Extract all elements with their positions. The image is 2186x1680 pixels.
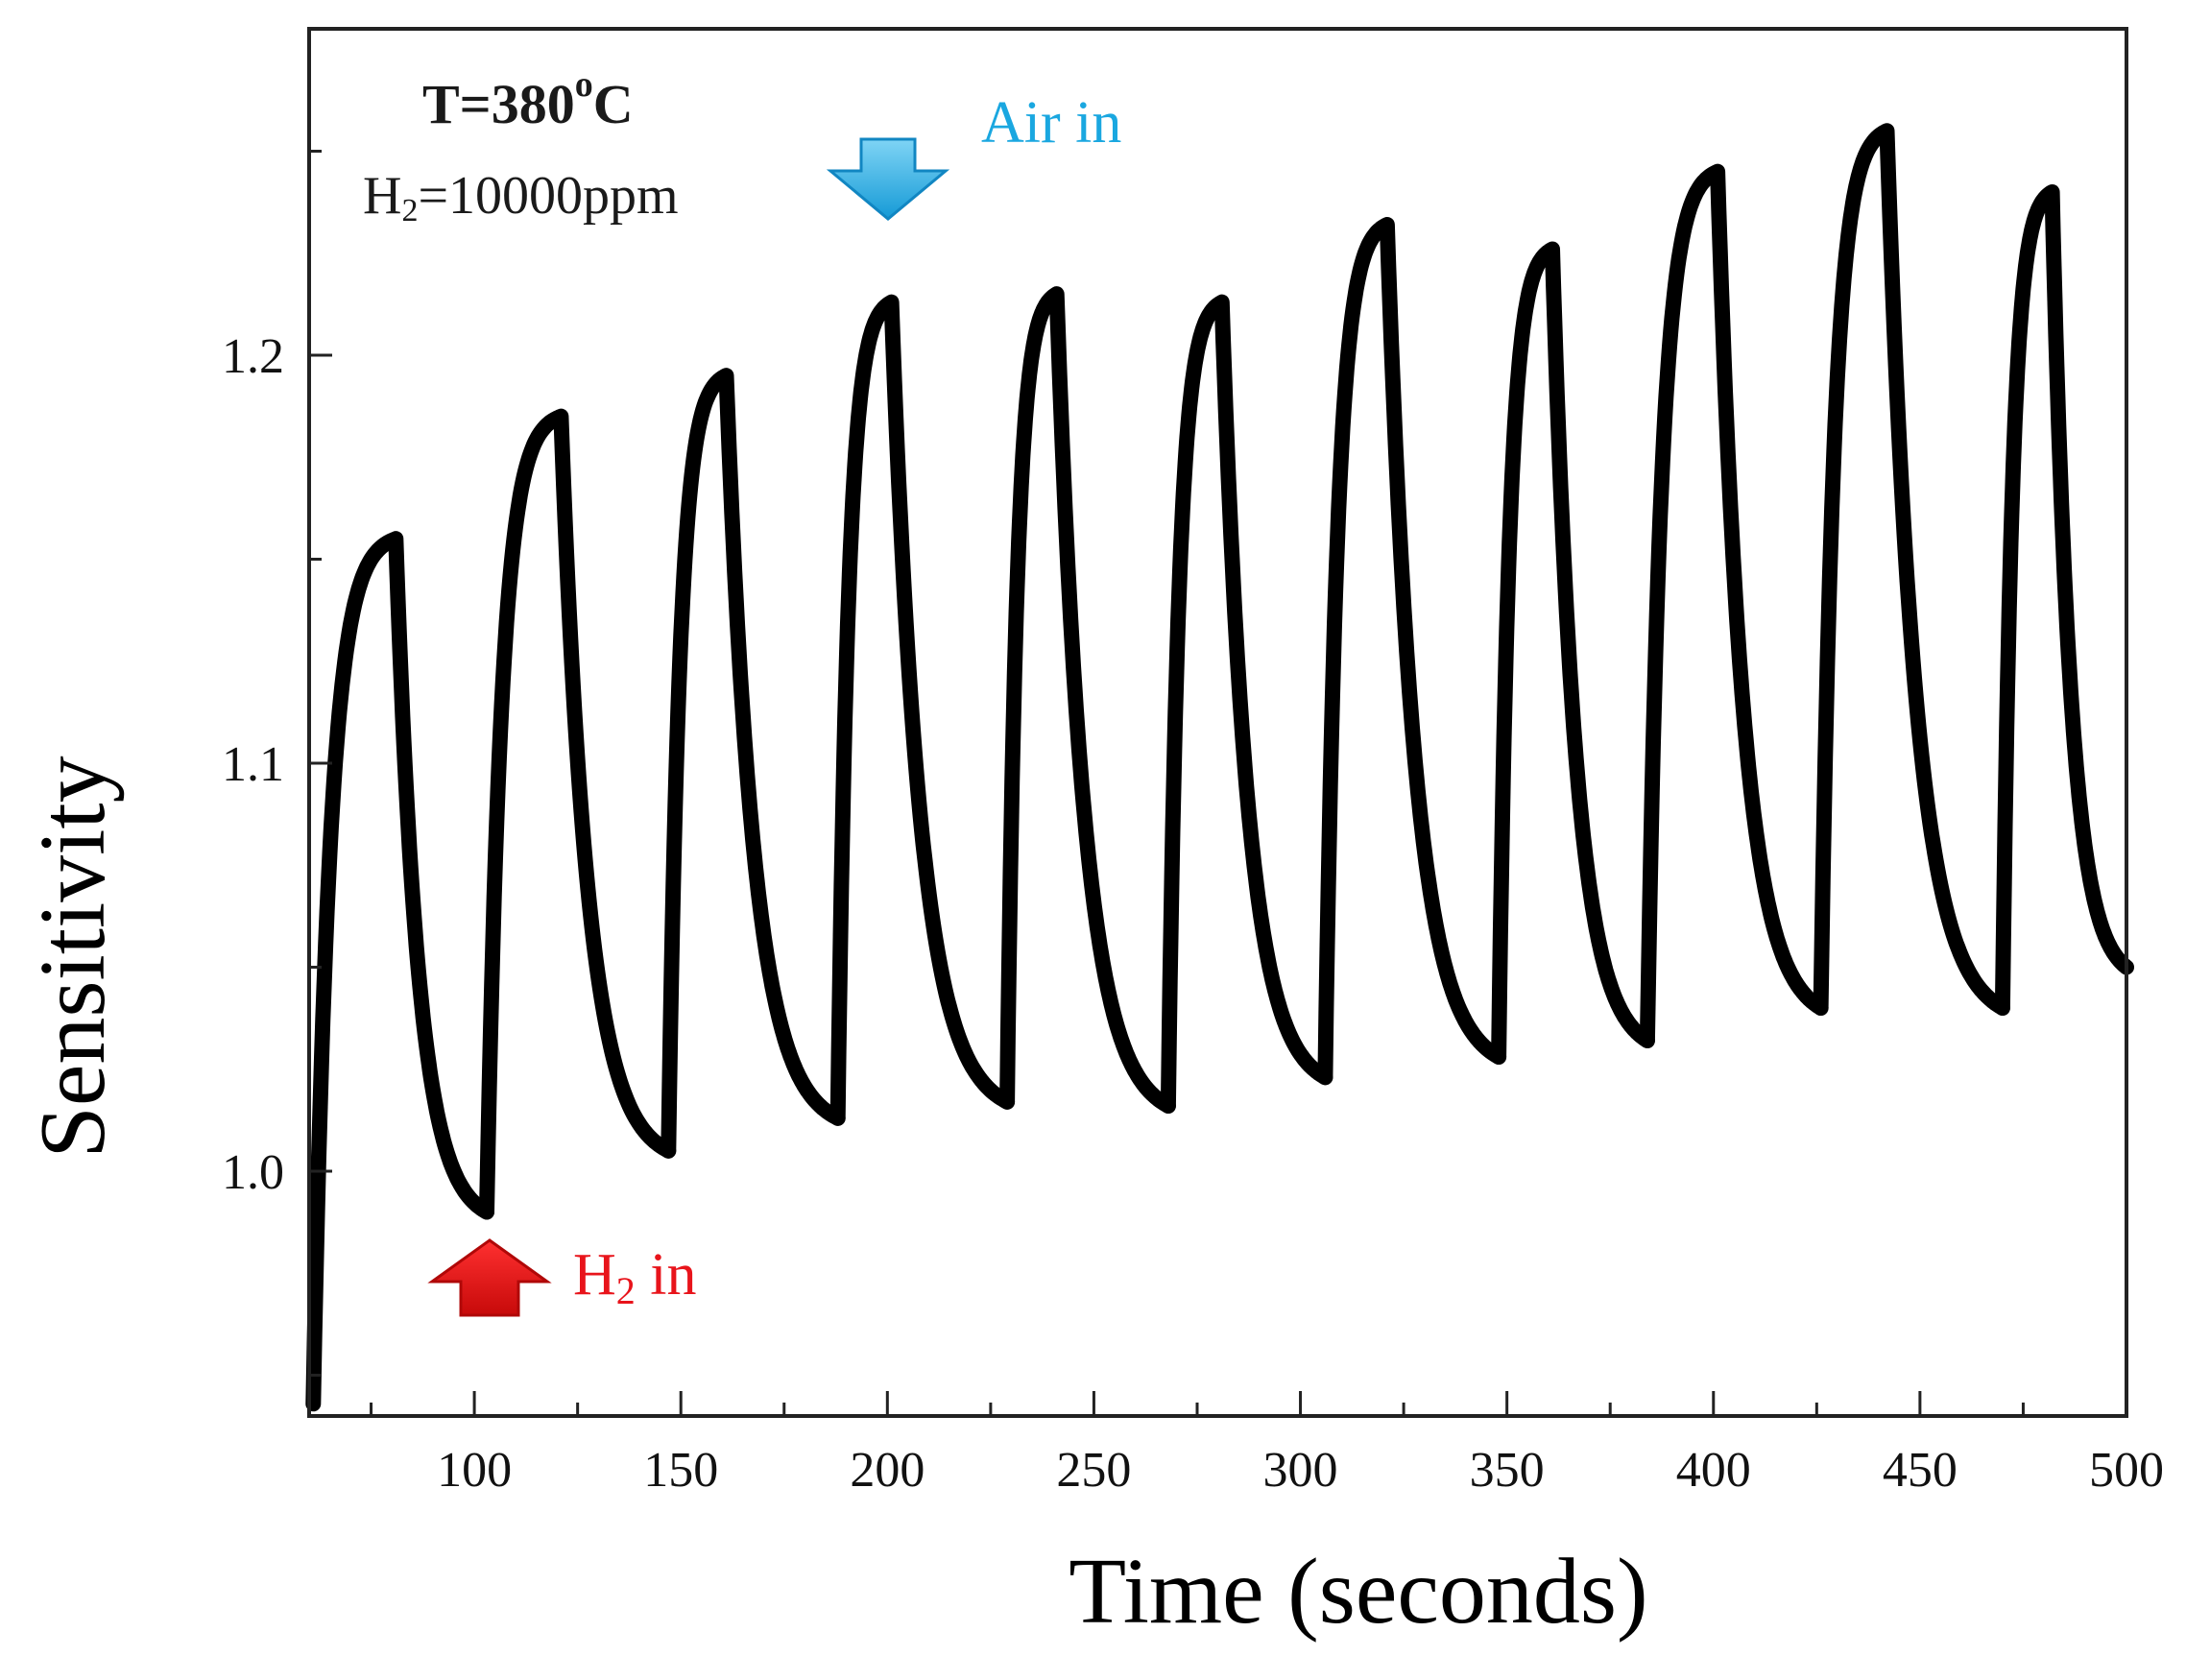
sensitivity-cycle-4 [829,294,1016,1126]
sensitivity-cycle-9 [1639,163,1829,1048]
x-tick-label: 400 [1676,1443,1751,1498]
sensitivity-cycle-1 [305,531,494,1412]
x-tick-label: 500 [2089,1443,2164,1498]
h2-in-arrow-icon [427,1238,552,1317]
h2-concentration-annotation: H2=10000ppm [363,166,679,228]
sensitivity-cycle-2 [479,408,677,1220]
y-tick-label: 1.1 [222,737,284,792]
h2-in-label: H2 in [573,1242,697,1312]
sensitivity-cycle-3 [661,368,846,1159]
x-axis-ticks: 100 150 200 250 300 350 400 450 500 [370,1391,2164,1498]
x-axis-label: Time (seconds) [1069,1540,1647,1644]
sensitivity-cycle-10 [1813,123,2010,1016]
temperature-annotation: T=380oC [422,64,634,135]
y-tick-label: 1.0 [222,1145,284,1200]
sensitivity-cycle-6 [1160,294,1333,1114]
y-axis-ticks: 1.0 1.1 1.2 [222,150,332,1377]
x-tick-label: 450 [1883,1443,1958,1498]
x-tick-label: 200 [850,1443,925,1498]
y-axis-label: Sensitivity [21,756,125,1158]
plot-frame [307,27,2128,1418]
sensitivity-cycle-7 [1317,217,1507,1086]
x-tick-label: 100 [437,1443,512,1498]
sensitivity-cycle-8 [1491,241,1655,1065]
sensitivity-series [305,123,2134,1412]
sensitivity-cycle-5 [999,286,1176,1114]
x-tick-label: 350 [1470,1443,1545,1498]
air-in-label: Air in [981,90,1121,156]
x-tick-label: 300 [1263,1443,1338,1498]
air-in-arrow-icon [826,137,950,221]
x-tick-label: 150 [643,1443,718,1498]
y-tick-label: 1.2 [222,329,284,384]
sensitivity-cycle-11 [1994,184,2134,1016]
x-tick-label: 250 [1056,1443,1131,1498]
